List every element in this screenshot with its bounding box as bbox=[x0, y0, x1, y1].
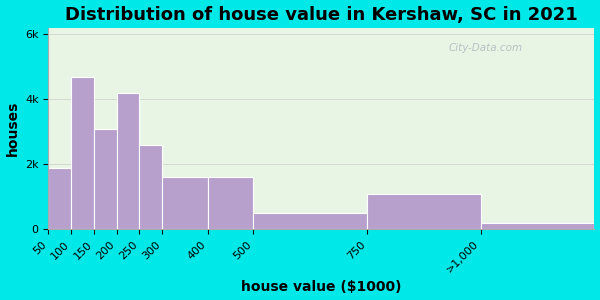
Bar bbox=[139, 145, 162, 229]
Bar bbox=[71, 76, 94, 229]
Bar bbox=[162, 177, 208, 229]
Title: Distribution of house value in Kershaw, SC in 2021: Distribution of house value in Kershaw, … bbox=[65, 6, 578, 24]
Bar bbox=[253, 213, 367, 229]
Bar bbox=[117, 93, 139, 229]
X-axis label: house value ($1000): house value ($1000) bbox=[241, 280, 402, 294]
Bar bbox=[49, 168, 71, 229]
Bar bbox=[208, 177, 253, 229]
Bar bbox=[367, 194, 481, 229]
Text: City-Data.com: City-Data.com bbox=[448, 43, 523, 53]
Y-axis label: houses: houses bbox=[5, 101, 20, 156]
Bar bbox=[481, 223, 595, 229]
Bar bbox=[94, 129, 117, 229]
